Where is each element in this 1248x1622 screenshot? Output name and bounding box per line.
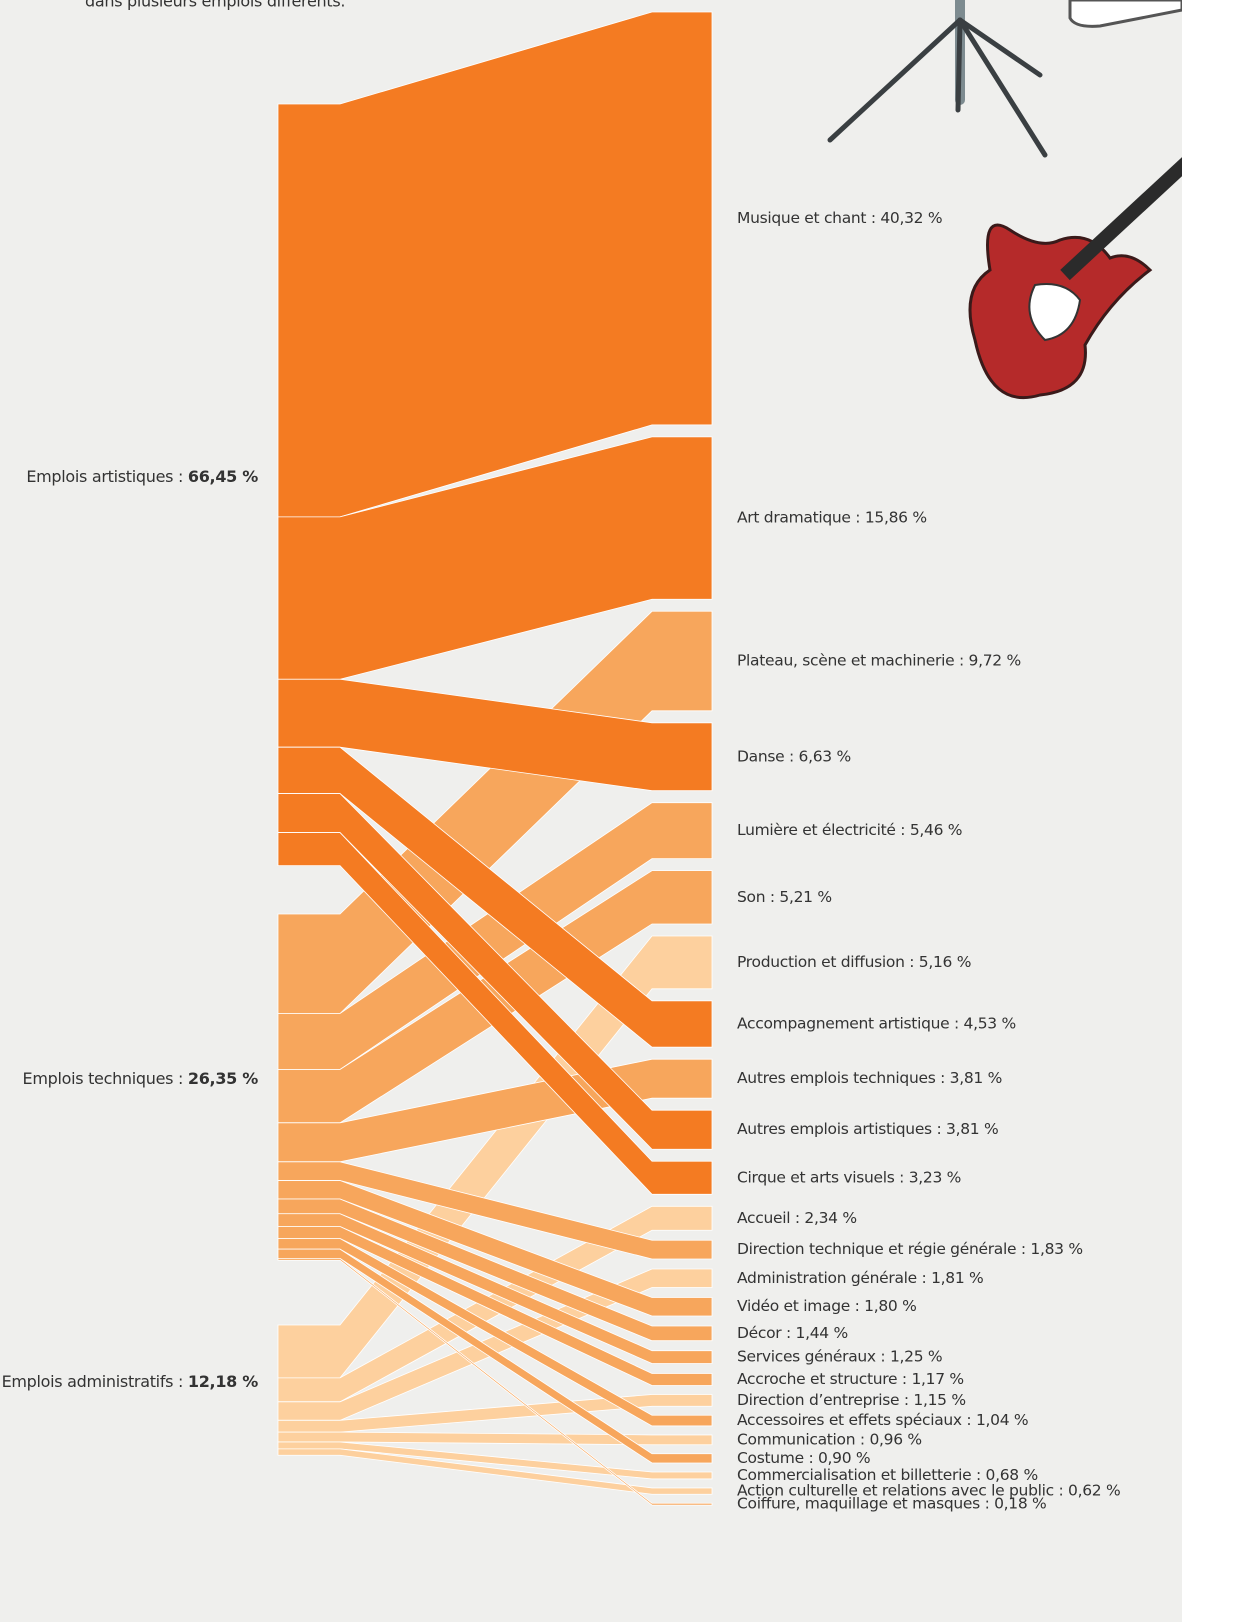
source-value: 12,18 % [188,1372,258,1391]
flow [277,832,713,1195]
target-label: Plateau, scène et machinerie : 9,72 % [737,652,1021,670]
target-label: Son : 5,21 % [737,888,832,906]
target-label: Costume : 0,90 % [737,1449,870,1467]
target-label: Autres emplois artistiques : 3,81 % [737,1120,998,1138]
source-value: 66,45 % [188,466,258,485]
target-label: Production et diffusion : 5,16 % [737,953,971,971]
labels: Musique et chant : 40,32 % Art dramatique… [2,209,1121,1513]
target-label: Administration générale : 1,81 % [737,1269,983,1287]
target-label: Art dramatique : 15,86 % [737,509,927,527]
target-label: Accroche et structure : 1,17 % [737,1370,964,1388]
target-label: Commercialisation et billetterie : 0,68 … [737,1466,1038,1484]
target-label: Cirque et arts visuels : 3,23 % [737,1168,961,1186]
target-label: Direction d’entreprise : 1,15 % [737,1391,966,1409]
source-name: Emplois techniques : [23,1069,184,1088]
target-label: Musique et chant : 40,32 % [737,209,942,227]
target-label: Danse : 6,63 % [737,747,851,765]
target-label: Direction technique et régie générale : … [737,1240,1083,1258]
source-label: Emplois artistiques : 66,45 % [26,466,258,485]
flows [277,11,713,1506]
intro-text: dans plusieurs emplois différents. [85,0,345,11]
target-label: Vidéo et image : 1,80 % [737,1297,917,1315]
source-label: Emplois techniques : 26,35 % [23,1069,259,1088]
source-value: 26,35 % [188,1069,258,1088]
target-label: Autres emplois techniques : 3,81 % [737,1069,1002,1087]
source-label: Emplois administratifs : 12,18 % [2,1372,259,1391]
source-name: Emplois artistiques : [26,466,183,485]
target-label: Accessoires et effets spéciaux : 1,04 % [737,1411,1028,1429]
mic-stand [827,0,1048,158]
flow [277,1448,713,1495]
target-label: Accueil : 2,34 % [737,1209,857,1227]
target-label: Action culturelle et relations avec le p… [737,1482,1120,1500]
target-label: Décor : 1,44 % [737,1324,848,1342]
target-label: Accompagnement artistique : 4,53 % [737,1015,1016,1033]
target-label: Communication : 0,96 % [737,1430,922,1448]
right-margin [1182,0,1248,1622]
flow [277,1257,713,1506]
target-label: Lumière et électricité : 5,46 % [737,821,962,839]
target-label: Coiffure, maquillage et masques : 0,18 % [737,1495,1046,1513]
target-label: Services généraux : 1,25 % [737,1348,942,1366]
guitar [968,126,1237,400]
source-name: Emplois administratifs : [2,1372,184,1391]
stand-object [1068,0,1184,28]
